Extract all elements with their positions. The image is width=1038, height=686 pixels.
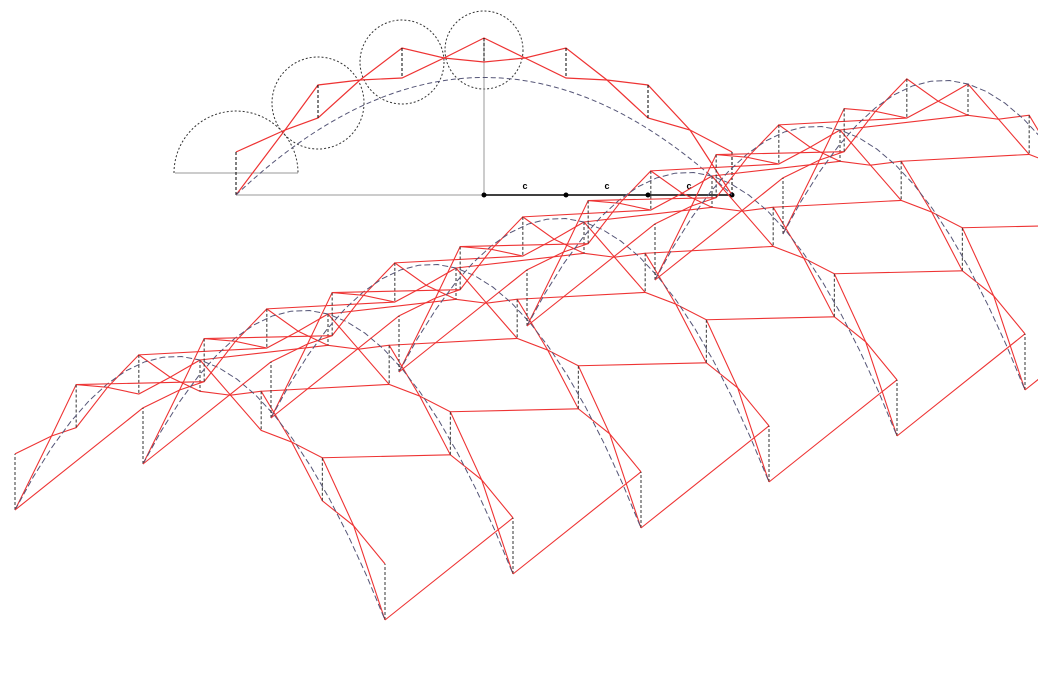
red-diagonal bbox=[394, 255, 523, 264]
red-diagonal bbox=[962, 225, 1038, 229]
red-diagonal bbox=[778, 117, 907, 126]
dimension-label: c bbox=[686, 181, 691, 191]
perspective-vault bbox=[14, 78, 1038, 621]
circle bbox=[359, 19, 445, 105]
dimension-label: c bbox=[522, 181, 527, 191]
red-diagonal bbox=[389, 337, 518, 346]
red-diagonal bbox=[1024, 378, 1038, 391]
red-diagonal bbox=[650, 163, 779, 172]
red-chord bbox=[782, 78, 1038, 235]
dimension-dot bbox=[563, 192, 569, 198]
red-diagonal bbox=[834, 270, 963, 275]
circle bbox=[271, 56, 365, 150]
red-diagonal bbox=[398, 269, 528, 373]
arc-curve bbox=[782, 80, 1038, 235]
red-diagonal bbox=[327, 298, 457, 315]
red-diagonal bbox=[839, 114, 969, 131]
red-diagonal bbox=[583, 206, 713, 223]
red-diagonal bbox=[706, 316, 835, 321]
red-diagonal bbox=[322, 454, 451, 459]
red-diagonal bbox=[711, 160, 841, 177]
red-diagonal bbox=[142, 361, 272, 465]
red-diagonal bbox=[640, 425, 770, 529]
red-diagonal bbox=[773, 199, 902, 208]
red-diagonal bbox=[654, 177, 784, 281]
red-diagonal bbox=[896, 333, 1026, 437]
red-chord bbox=[654, 124, 1026, 391]
red-diagonal bbox=[266, 301, 395, 310]
red-diagonal bbox=[578, 362, 707, 367]
red-chord bbox=[270, 262, 642, 529]
red-diagonal bbox=[517, 291, 646, 300]
red-chord bbox=[14, 376, 386, 565]
red-diagonal bbox=[199, 344, 329, 361]
red-diagonal bbox=[526, 223, 656, 327]
red-diagonal bbox=[522, 209, 651, 218]
red-chord bbox=[782, 100, 1038, 179]
red-diagonal bbox=[14, 407, 144, 511]
dimension-dot bbox=[645, 192, 651, 198]
red-chord bbox=[142, 308, 514, 575]
red-diagonal bbox=[512, 471, 642, 575]
dimension-label: c bbox=[604, 181, 609, 191]
red-diagonal bbox=[645, 245, 774, 254]
red-chord bbox=[526, 170, 898, 437]
dimension-dot bbox=[481, 192, 487, 198]
red-diagonal bbox=[901, 153, 1030, 162]
elevation: c c c bbox=[173, 10, 735, 198]
red-chord bbox=[14, 354, 386, 621]
semicircle bbox=[173, 110, 299, 174]
red-diagonal bbox=[450, 408, 579, 413]
red-chord bbox=[398, 216, 770, 483]
red-diagonal bbox=[768, 379, 898, 483]
red-diagonal bbox=[384, 517, 514, 621]
red-diagonal bbox=[261, 383, 390, 392]
red-diagonal bbox=[138, 347, 267, 356]
red-diagonal bbox=[270, 315, 400, 419]
arc-curve bbox=[235, 77, 733, 196]
red-diagonal bbox=[455, 252, 585, 269]
